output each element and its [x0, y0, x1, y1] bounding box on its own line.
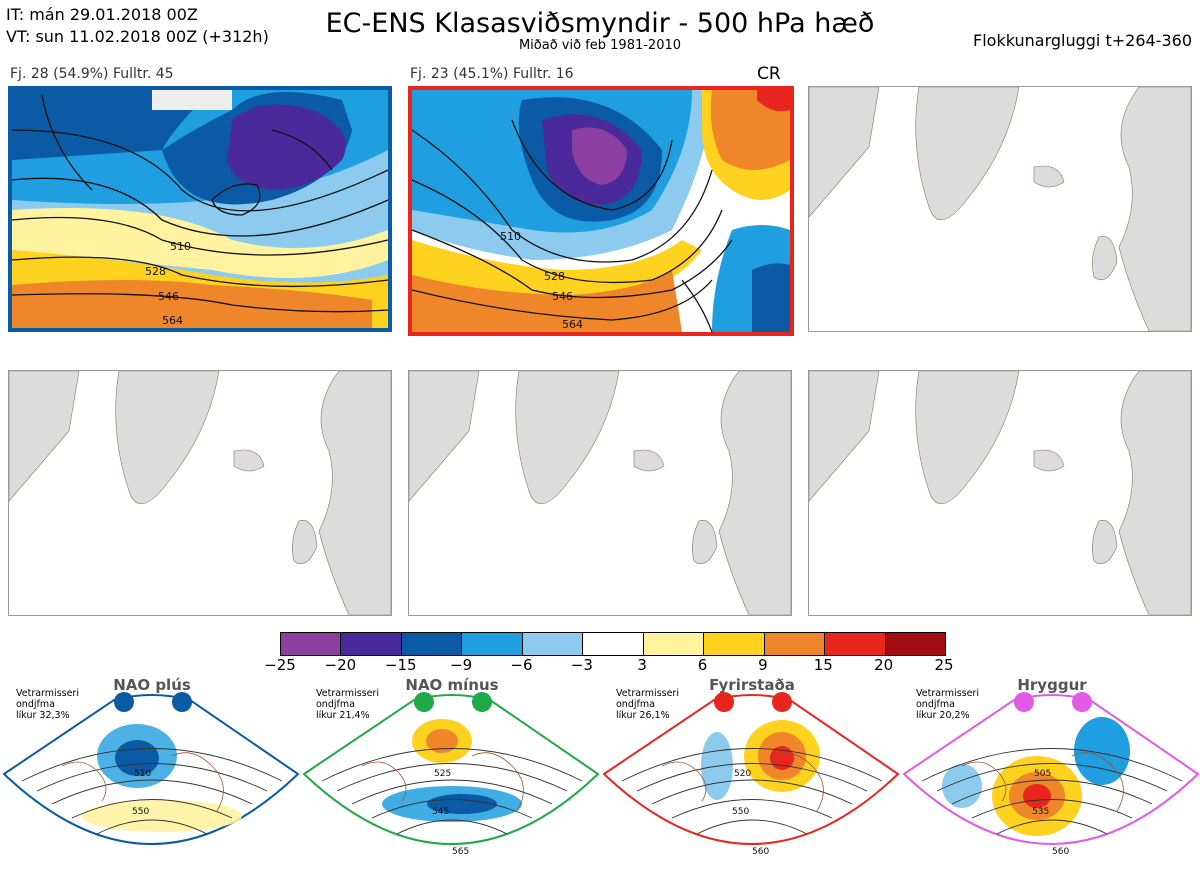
svg-text:546: 546 [158, 290, 179, 303]
regime-note-line: Vetrarmisseri [16, 688, 79, 699]
colorbar-tick-label: −25 [264, 656, 296, 674]
colorbar-tick-label: −6 [510, 656, 533, 674]
regime-note: Vetrarmisseri ondjfma líkur 26,1% [616, 688, 679, 721]
regime-name: Fyrirstaða [709, 676, 795, 694]
empty-map-3 [408, 370, 792, 616]
regime-fan-map: 505 535 560 [902, 692, 1200, 857]
regime-contour-label: 535 [1032, 807, 1049, 817]
colorbar [280, 632, 946, 656]
empty-map-1 [808, 86, 1192, 332]
regime-note-line: líkur 20,2% [916, 710, 970, 721]
colorbar-tick-label: 6 [697, 656, 708, 674]
colorbar-swatch [583, 633, 644, 655]
regime-fan-map: 525 545 565 [302, 692, 600, 857]
regime-contour-label: 560 [752, 847, 769, 857]
regime-note-line: Vetrarmisseri [916, 688, 979, 699]
regime-note-line: líkur 26,1% [616, 710, 670, 721]
colorbar-tick-label: 25 [934, 656, 954, 674]
colorbar-swatch [341, 633, 402, 655]
panel1-label: Fj. 28 (54.9%) Fulltr. 45 [10, 66, 174, 82]
regime-panel: NAO mínus Vetrarmisseri ondjfma líkur 21,4%… [302, 676, 600, 870]
colorbar-swatch [764, 633, 826, 655]
regime-note-line: Vetrarmisseri [316, 688, 379, 699]
colorbar-swatch [522, 633, 584, 655]
colorbar-swatch [281, 633, 342, 655]
regime-name: NAO mínus [405, 676, 499, 694]
regime-name: Hryggur [1017, 676, 1087, 694]
svg-text:510: 510 [170, 240, 191, 253]
colorbar-tick-label: 9 [758, 656, 768, 674]
page-title: EC-ENS Klasasviðsmyndir - 500 hPa hæð [325, 8, 875, 39]
classification-window: Flokkunargluggi t+264-360 [973, 31, 1192, 50]
svg-text:528: 528 [145, 265, 166, 278]
header-dates: IT: mán 29.01.2018 00Z VT: sun 11.02.201… [6, 4, 269, 48]
regime-contour-label: 550 [132, 807, 149, 817]
colorbar-tick-label: 20 [874, 656, 894, 674]
colorbar-tick-label: −3 [570, 656, 593, 674]
colorbar-tick-label: −20 [324, 656, 357, 674]
regime-contour-label: 520 [734, 769, 751, 779]
regime-panel: Fyrirstaða Vetrarmisseri ondjfma líkur 26,1… [602, 676, 900, 870]
colorbar-swatch [462, 633, 523, 655]
regime-fan-map: 510 550 [2, 692, 300, 845]
colorbar-tick-label: −15 [384, 656, 417, 674]
regime-contour-label: 525 [434, 769, 451, 779]
regime-contour-label: 560 [1052, 847, 1069, 857]
svg-text:546: 546 [552, 290, 573, 303]
colorbar-swatch [643, 633, 705, 655]
regime-contour-label: 510 [134, 769, 151, 779]
cluster-map-2-svg: 510 528 546 564 [412, 90, 790, 332]
empty-map-4-svg [809, 371, 1191, 615]
regime-note-line: ondjfma [616, 699, 655, 710]
valid-time: VT: sun 11.02.2018 00Z (+312h) [6, 27, 269, 46]
svg-text:528: 528 [544, 270, 565, 283]
cluster-map-2: 510 528 546 564 [408, 86, 794, 336]
regime-note-line: líkur 32,3% [16, 710, 70, 721]
regime-note-line: ondjfma [316, 699, 355, 710]
regime-note: Vetrarmisseri ondjfma líkur 21,4% [316, 688, 379, 721]
regime-contour-label: 545 [432, 807, 449, 817]
regime-note: Vetrarmisseri ondjfma líkur 20,2% [916, 688, 979, 721]
panel2-regime: CR [757, 64, 781, 84]
page-subtitle: Miðað við feb 1981-2010 [518, 38, 682, 53]
empty-map-4 [808, 370, 1192, 616]
regime-note-line: ondjfma [916, 699, 955, 710]
regime-contour-label: 550 [732, 807, 749, 817]
regime-note-line: Vetrarmisseri [616, 688, 679, 699]
panel2-label: Fj. 23 (45.1%) Fulltr. 16 [410, 66, 574, 82]
regime-panel: Hryggur Vetrarmisseri ondjfma líkur 20,2% 50… [902, 676, 1200, 870]
empty-map-2 [8, 370, 392, 616]
colorbar-swatch [825, 633, 886, 655]
empty-map-2-svg [9, 371, 391, 615]
empty-map-1-svg [809, 87, 1191, 331]
colorbar-swatch [704, 633, 765, 655]
colorbar-tick-label: 3 [637, 656, 647, 674]
regime-note: Vetrarmisseri ondjfma líkur 32,3% [16, 688, 79, 721]
regime-note-line: líkur 21,4% [316, 710, 370, 721]
empty-map-3-svg [409, 371, 791, 615]
cluster-map-1: 510 546 528 564 [8, 86, 392, 332]
svg-text:564: 564 [562, 318, 583, 331]
regime-contour-label: 505 [1034, 769, 1051, 779]
svg-text:510: 510 [500, 230, 521, 243]
regime-panel: NAO plús Vetrarmisseri ondjfma líkur 32,3% 5… [2, 676, 300, 870]
regime-contour-label: 565 [452, 847, 469, 857]
cluster-map-1-svg: 510 546 528 564 [12, 90, 388, 328]
colorbar-swatch [401, 633, 463, 655]
regime-fan-map: 520 550 560 [602, 692, 900, 857]
colorbar-tick-label: 15 [813, 656, 833, 674]
regime-name: NAO plús [113, 676, 191, 694]
colorbar-tick-label: −9 [450, 656, 473, 674]
regime-note-line: ondjfma [16, 699, 55, 710]
svg-text:564: 564 [162, 314, 183, 327]
colorbar-swatch [885, 633, 945, 655]
init-time: IT: mán 29.01.2018 00Z [6, 5, 198, 24]
